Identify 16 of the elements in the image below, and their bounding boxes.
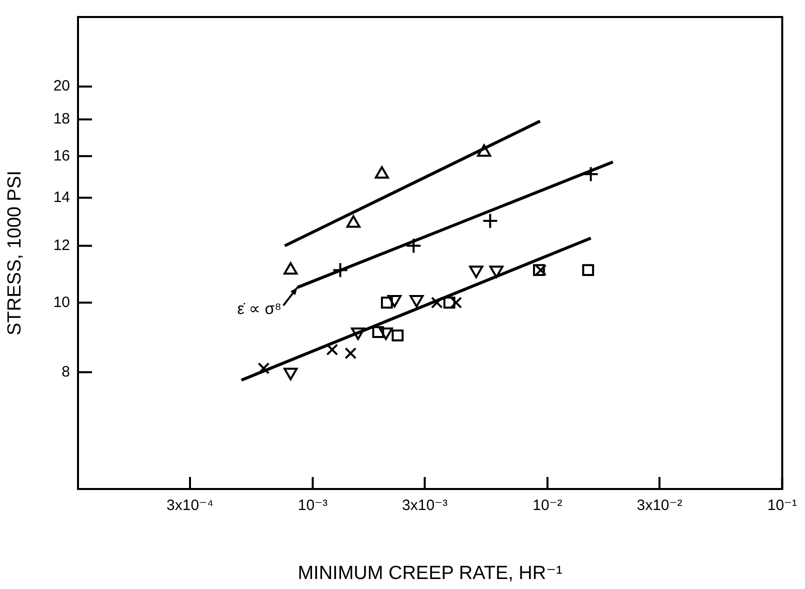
y-tick-label: 12 bbox=[53, 236, 70, 254]
y-tick-label: 8 bbox=[62, 363, 70, 380]
x-tick-label: 3x10⁻² bbox=[636, 497, 682, 514]
x-tick-label: 10⁻¹ bbox=[767, 497, 798, 514]
y-tick-label: 14 bbox=[53, 188, 70, 206]
x-tick-label: 3x10⁻⁴ bbox=[166, 497, 214, 514]
y-axis-title: STRESS, 1000 PSI bbox=[4, 170, 26, 336]
y-tick-label: 10 bbox=[53, 294, 70, 311]
x-axis-title: MINIMUM CREEP RATE, HR⁻¹ bbox=[298, 562, 562, 584]
x-tick-label: 10⁻³ bbox=[298, 497, 328, 514]
y-tick-label: 20 bbox=[53, 78, 70, 95]
y-tick-label: 16 bbox=[53, 147, 70, 164]
y-tick-label: 18 bbox=[53, 110, 70, 128]
x-tick-label: 3x10⁻³ bbox=[402, 497, 448, 514]
x-tick-label: 10⁻² bbox=[532, 497, 562, 514]
annotation: ε̇ ∝ σ⁸ bbox=[237, 300, 282, 318]
